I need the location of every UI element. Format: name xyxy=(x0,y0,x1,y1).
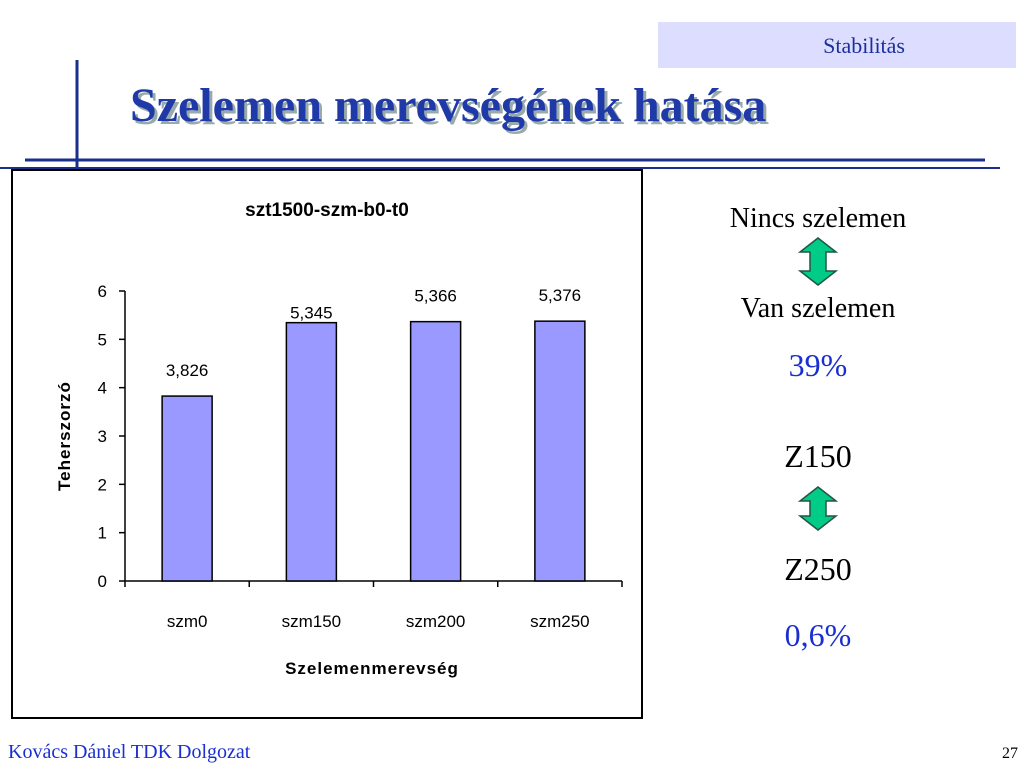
value-label: 5,345 xyxy=(290,304,333,323)
title-shadow: Szelemen merevségének hatása xyxy=(133,82,769,135)
y-tick-label: 1 xyxy=(98,524,107,543)
compare-difference: 39% xyxy=(789,347,848,383)
double-arrow xyxy=(797,486,839,531)
x-tick-label: szm250 xyxy=(530,612,590,631)
x-tick-label: szm0 xyxy=(167,612,208,631)
y-tick-label: 3 xyxy=(98,427,107,446)
y-axis-label: Teherszorzó xyxy=(55,381,74,491)
y-tick-label: 5 xyxy=(98,330,107,349)
compare-to: Van szelemen xyxy=(741,293,896,324)
bar xyxy=(534,320,586,582)
y-tick-label: 6 xyxy=(98,282,107,301)
compare-from: Nincs szelemen xyxy=(730,203,907,234)
x-axis-label: Szelemenmerevség xyxy=(285,659,459,678)
bar xyxy=(409,320,462,582)
y-tick-label: 0 xyxy=(98,572,107,591)
y-tick-label: 2 xyxy=(98,475,107,494)
x-tick-label: szm200 xyxy=(406,612,466,631)
compare-to: Z250 xyxy=(784,551,852,587)
x-tick-label: szm150 xyxy=(282,612,342,631)
chart-title: szt1500-szm-b0-t0 xyxy=(245,200,409,221)
bar xyxy=(161,395,213,582)
slide-title: Szelemen merevségének hatása xyxy=(130,79,766,132)
value-label: 3,826 xyxy=(166,361,209,380)
section-label: Stabilitás xyxy=(823,33,905,58)
double-arrow xyxy=(797,237,839,286)
section-box xyxy=(658,22,1016,68)
footer-author: Kovács Dániel TDK Dolgozat xyxy=(8,741,251,763)
compare-difference: 0,6% xyxy=(785,617,852,653)
value-label: 5,376 xyxy=(539,286,582,305)
bar xyxy=(285,321,338,582)
y-tick-label: 4 xyxy=(98,379,107,398)
chart: szt1500-szm-b0-t0 Teherszorzó Szelemenmere… xyxy=(11,169,643,719)
compare-from: Z150 xyxy=(784,438,852,474)
value-label: 5,366 xyxy=(414,287,457,306)
page-number: 27 xyxy=(1002,745,1018,762)
